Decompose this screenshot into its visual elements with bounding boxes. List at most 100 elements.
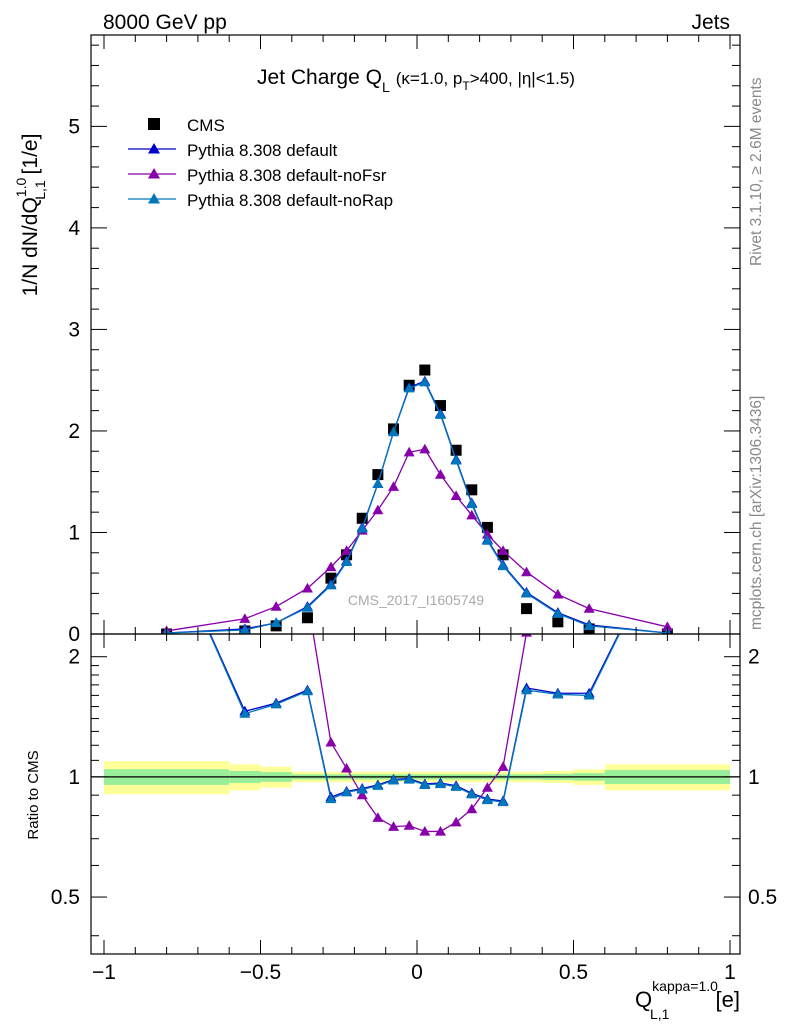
ratio-point-1 xyxy=(419,825,431,836)
y-tick-label: 5 xyxy=(68,115,80,138)
ratio-point-2 xyxy=(521,684,533,695)
series-point-2 xyxy=(481,529,493,539)
ratio-point-2 xyxy=(270,698,282,709)
x-axis-label: Qkappa=1.0 L,1 [e] xyxy=(635,978,740,1022)
ratio-point-2 xyxy=(341,786,353,797)
ratio-y-tick-label-right: 2 xyxy=(748,646,760,669)
header-right: Jets xyxy=(691,11,730,34)
ratio-point-2 xyxy=(450,781,462,791)
cms-point xyxy=(481,521,493,533)
cms-point xyxy=(325,572,337,584)
title-main: Jet Charge Q xyxy=(257,66,382,89)
series-point-2 xyxy=(403,446,415,457)
y-tick-label: 0 xyxy=(68,623,80,646)
ratio-point-1 xyxy=(356,789,368,800)
ratio-point-1 xyxy=(450,816,462,827)
x-tick-label: 1 xyxy=(724,961,736,984)
title-paren: (κ=1.0, p xyxy=(396,69,463,88)
cms-point xyxy=(466,484,478,496)
ratio-point-2 xyxy=(239,708,251,718)
ratio-point-1 xyxy=(497,761,509,771)
series-point-3 xyxy=(434,409,446,419)
series-point-3 xyxy=(497,560,509,571)
ratio-point-2 xyxy=(552,688,564,699)
series-line-3 xyxy=(166,381,668,634)
series-point-3 xyxy=(481,535,493,545)
ratio-point-1 xyxy=(341,762,353,773)
y-tick-label: 4 xyxy=(68,217,80,240)
title-main-sub: L xyxy=(382,79,390,95)
series-point-2 xyxy=(388,481,400,491)
legend-marker-cms xyxy=(148,118,160,130)
xlabel-sup: kappa=1.0 xyxy=(652,978,718,994)
ratio-point-1 xyxy=(481,782,493,792)
ratio-point-1 xyxy=(466,803,478,814)
cms-point xyxy=(419,364,431,376)
series-point-3 xyxy=(270,617,282,627)
ratio-point-2 xyxy=(403,774,415,784)
title-paren-rest: >400, |η|<1.5) xyxy=(470,69,575,88)
series-point-3 xyxy=(388,426,400,437)
series-point-2 xyxy=(341,545,353,555)
ratio-line-2 xyxy=(208,634,621,803)
y-axis-label: 1/N dN/dQ1.0 L,1 [1/e] xyxy=(13,134,48,297)
x-tick-label: −1 xyxy=(92,961,116,984)
y-tick-label: 2 xyxy=(68,420,80,443)
series-point-2 xyxy=(239,613,251,623)
legend: CMS Pythia 8.308 default Pythia 8.308 defa… xyxy=(128,116,393,210)
cms-point xyxy=(450,444,462,456)
cms-point xyxy=(521,603,533,615)
ratio-point-2 xyxy=(356,783,368,794)
xlabel-sub: L,1 xyxy=(650,1006,670,1022)
mcplots-label: mcplots.cern.ch [arXiv:1306.3436] xyxy=(748,396,765,630)
series-point-3 xyxy=(521,587,533,598)
y-tick-label: 1 xyxy=(68,521,80,544)
series-point-2 xyxy=(661,621,673,632)
axis-ticks: −1 −0.5 0 0.5 1 0 1 2 3 4 5 0.5 0.5 1 1 2 2 xyxy=(51,35,777,984)
series-point-2 xyxy=(466,509,478,520)
series-point-2 xyxy=(497,545,509,555)
ratio-point-2 xyxy=(497,796,509,807)
legend-label: Pythia 8.308 default-noRap xyxy=(187,191,393,210)
ratio-y-tick-label-right: 1 xyxy=(748,766,760,789)
ratio-point-1 xyxy=(325,736,337,747)
main-panel-data xyxy=(161,364,673,634)
series-point-3 xyxy=(450,454,462,465)
cms-point xyxy=(356,512,368,524)
ratio-line-1 xyxy=(312,634,527,833)
cms-point xyxy=(552,616,564,628)
legend-marker xyxy=(148,168,160,179)
legend-label: CMS xyxy=(187,116,225,135)
series-point-2 xyxy=(270,601,282,611)
series-line-1 xyxy=(166,380,668,634)
ratio-point-2 xyxy=(481,794,493,805)
series-point-3 xyxy=(341,556,353,567)
cms-point xyxy=(434,400,446,412)
ratio-point-2 xyxy=(325,793,337,804)
series-point-3 xyxy=(301,602,313,612)
ratio-line-0 xyxy=(209,634,620,802)
watermark: CMS_2017_I1605749 xyxy=(348,592,484,608)
series-point-2 xyxy=(583,603,595,613)
ratio-point-1 xyxy=(403,820,415,830)
ratio-point-2 xyxy=(372,780,384,790)
series-point-3 xyxy=(239,624,251,634)
series-point-2 xyxy=(434,469,446,479)
ylabel-suffix: [1/e] xyxy=(19,134,42,181)
ylabel-sup: 1.0 xyxy=(13,178,29,198)
ratio-point-1 xyxy=(434,825,446,836)
y-tick-label: 3 xyxy=(68,318,80,341)
title-paren-sub: T xyxy=(462,79,470,93)
ratio-point-1 xyxy=(372,812,384,822)
series-point-2 xyxy=(301,582,313,593)
series-point-2 xyxy=(552,588,564,599)
series-point-3 xyxy=(419,376,431,387)
series-point-2 xyxy=(372,504,384,515)
ratio-y-tick-label-right: 0.5 xyxy=(748,886,777,909)
series-point-3 xyxy=(356,522,368,533)
ratio-point-2 xyxy=(434,778,446,789)
header-left: 8000 GeV pp xyxy=(103,11,227,34)
x-tick-label: −0.5 xyxy=(240,961,281,984)
xlabel-suffix: [e] xyxy=(709,987,740,1012)
series-point-2 xyxy=(325,561,337,572)
